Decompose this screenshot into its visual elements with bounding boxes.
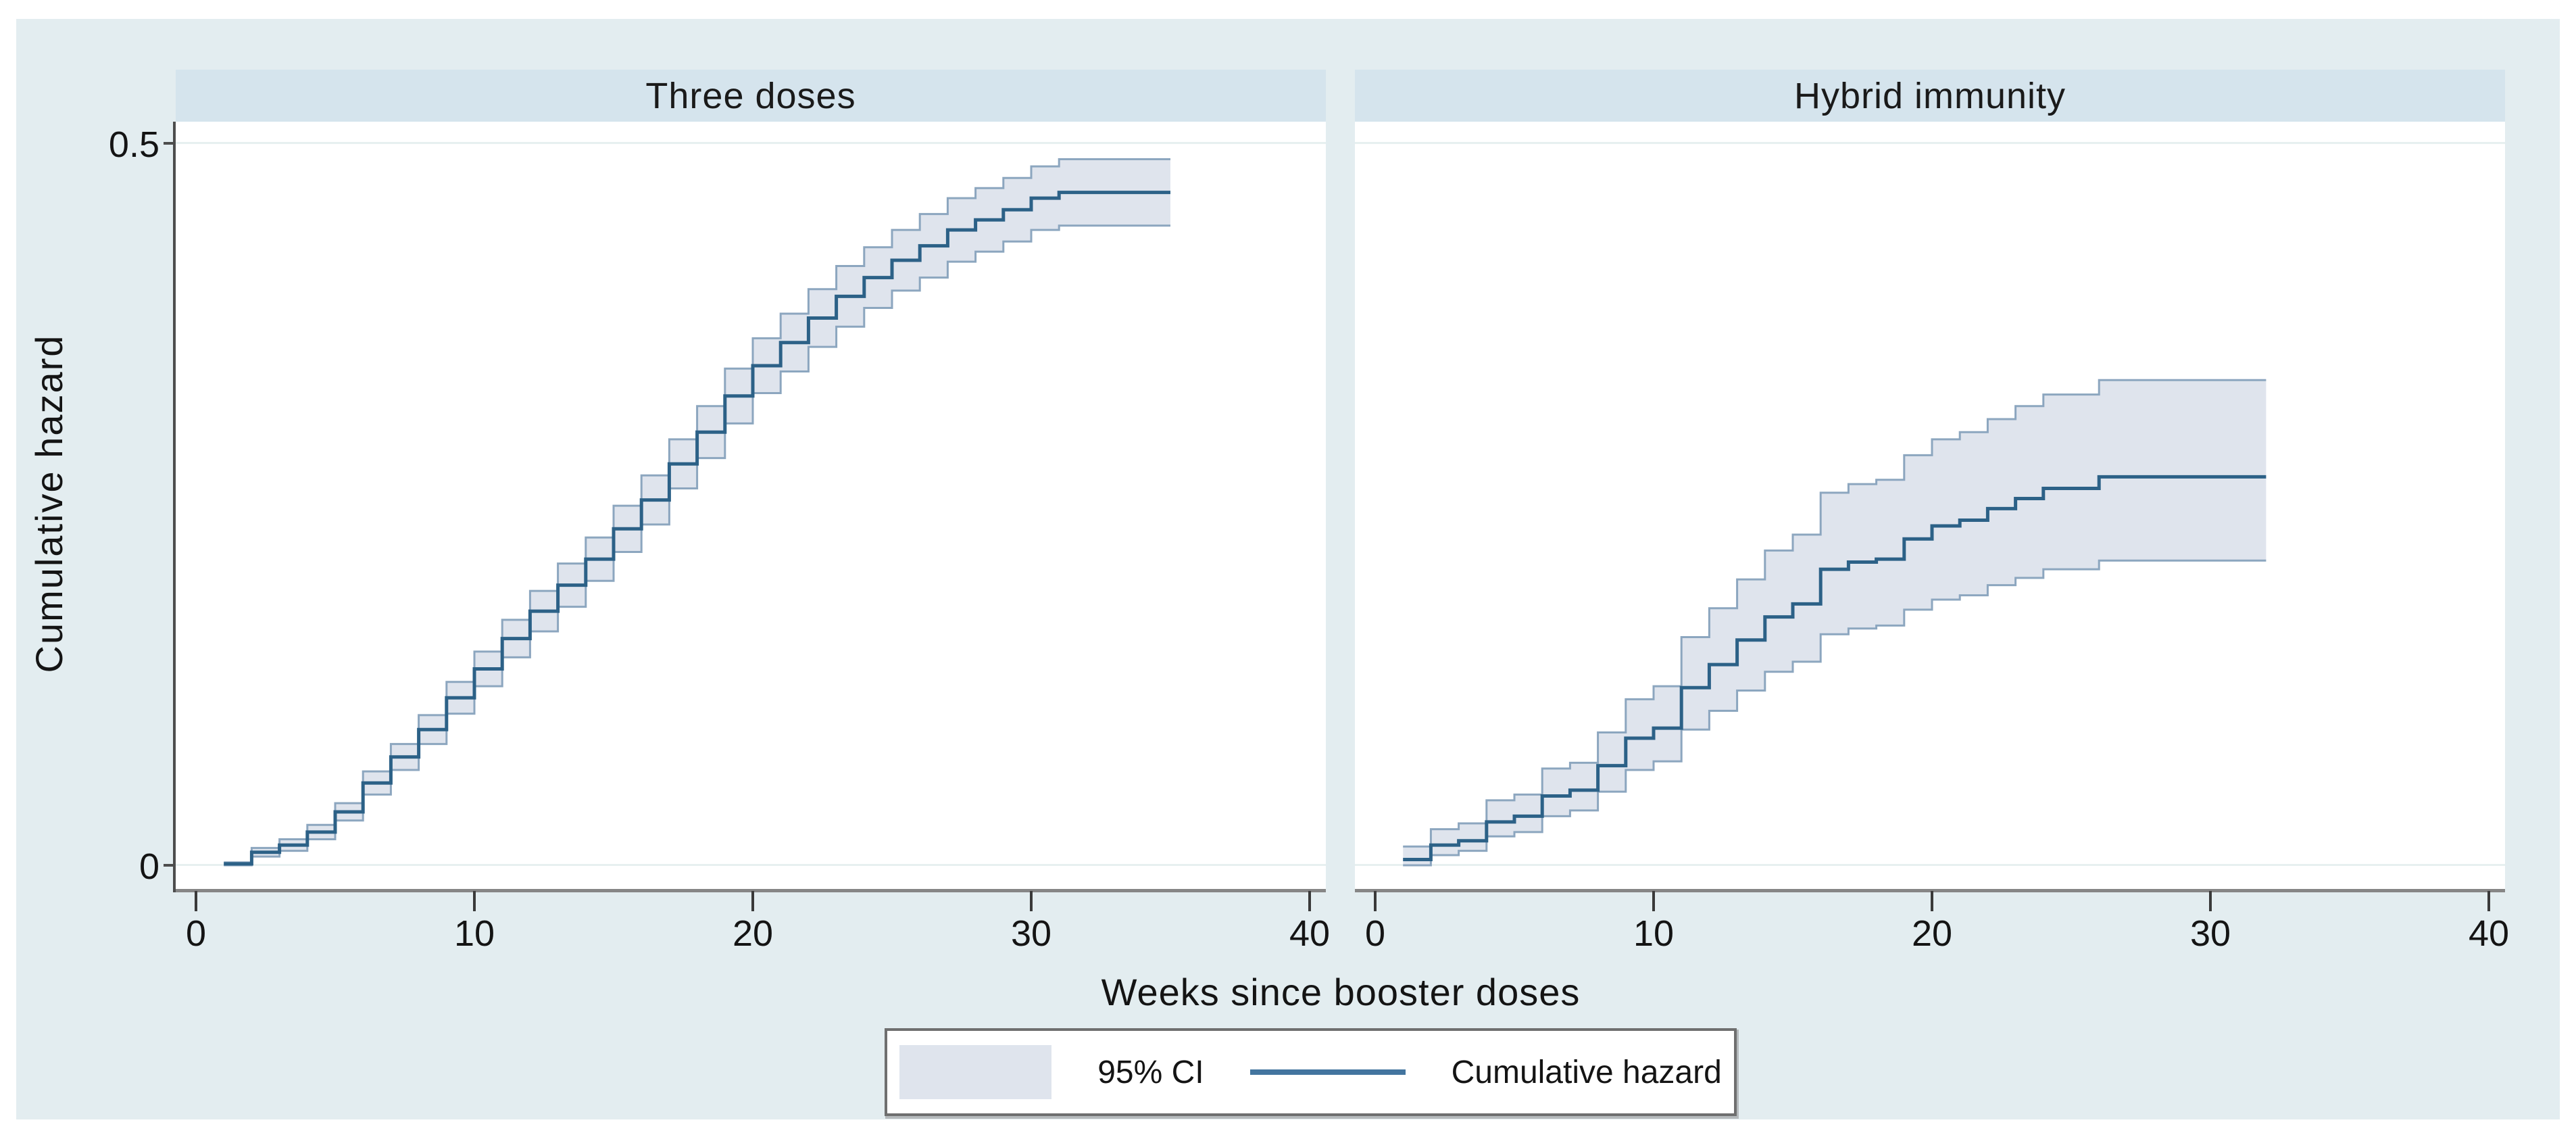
y-tick-mark-0: [164, 864, 176, 867]
x-tick-mark-0: [195, 891, 197, 911]
hazard-chart-three-doses: [224, 158, 1171, 867]
ci-upper-edge: [1403, 379, 2267, 848]
x-tick-label-30: 30: [2189, 913, 2231, 954]
x-tick-mark-40: [2487, 891, 2490, 911]
x-tick-mark-10: [1652, 891, 1655, 911]
hazard-line-swatch: [1249, 1069, 1406, 1075]
hazard-curve: [1403, 475, 2267, 861]
x-tick-label-40: 40: [2468, 913, 2510, 954]
panel-title-hybrid-immunity: Hybrid immunity: [1793, 75, 2066, 116]
x-axis-three-doses: 0 10 20 30 40: [176, 891, 1330, 979]
x-tick-label-30: 30: [1010, 913, 1052, 954]
ci-band: [1403, 380, 2267, 865]
x-tick-label-40: 40: [1289, 913, 1331, 954]
panel-three-doses: Three doses: [176, 70, 1326, 892]
y-tick-label-05: 0.5: [108, 124, 159, 165]
gridline-0: [1355, 864, 2505, 866]
legend: 95% CI Cumulative hazard: [885, 1028, 1737, 1116]
x-tick-mark-0: [1374, 891, 1377, 911]
x-tick-mark-40: [1308, 891, 1311, 911]
x-tick-label-10: 10: [453, 913, 495, 954]
gridline-0: [176, 864, 1326, 866]
y-axis-title: Cumulative hazard: [28, 334, 70, 673]
panel-hybrid-immunity: Hybrid immunity: [1355, 70, 2505, 892]
plot-area-hybrid-immunity: [1355, 122, 2505, 892]
x-tick-mark-20: [1931, 891, 1933, 911]
x-tick-mark-30: [2209, 891, 2212, 911]
ci-swatch: [899, 1045, 1052, 1099]
panel-header-three-doses: Three doses: [176, 70, 1326, 122]
y-tick-mark-05: [164, 142, 176, 145]
x-axis-title: Weeks since booster doses: [1101, 971, 1581, 1013]
plot-area-three-doses: [176, 122, 1326, 892]
x-axis-hybrid-immunity: 0 10 20 30 40: [1355, 891, 2509, 979]
hazard-curve: [224, 191, 1170, 866]
hazard-chart-hybrid-immunity: [1403, 379, 2267, 867]
y-axis-line: [173, 122, 176, 892]
ci-upper-edge: [224, 158, 1170, 864]
x-tick-mark-30: [1030, 891, 1033, 911]
ci-legend-label: 95% CI: [1097, 1054, 1204, 1090]
x-tick-label-0: 0: [185, 913, 207, 954]
gridline-05: [1355, 142, 2505, 144]
x-tick-mark-20: [751, 891, 754, 911]
hazard-legend-label: Cumulative hazard: [1451, 1054, 1722, 1090]
x-tick-label-20: 20: [732, 913, 774, 954]
panel-header-hybrid-immunity: Hybrid immunity: [1355, 70, 2505, 122]
gridline-05: [176, 142, 1326, 144]
panel-title-three-doses: Three doses: [645, 75, 856, 116]
x-tick-label-0: 0: [1364, 913, 1386, 954]
ci-lower-edge: [224, 224, 1170, 867]
x-tick-label-20: 20: [1911, 913, 1953, 954]
ci-lower-edge: [1403, 559, 2267, 867]
x-tick-label-10: 10: [1633, 913, 1675, 954]
ci-band: [224, 159, 1171, 866]
y-tick-label-0: 0: [139, 846, 159, 887]
x-tick-mark-10: [473, 891, 476, 911]
